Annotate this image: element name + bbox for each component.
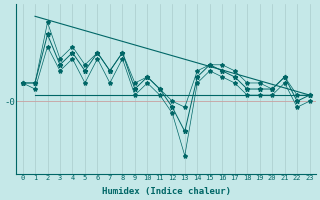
X-axis label: Humidex (Indice chaleur): Humidex (Indice chaleur) bbox=[101, 187, 231, 196]
